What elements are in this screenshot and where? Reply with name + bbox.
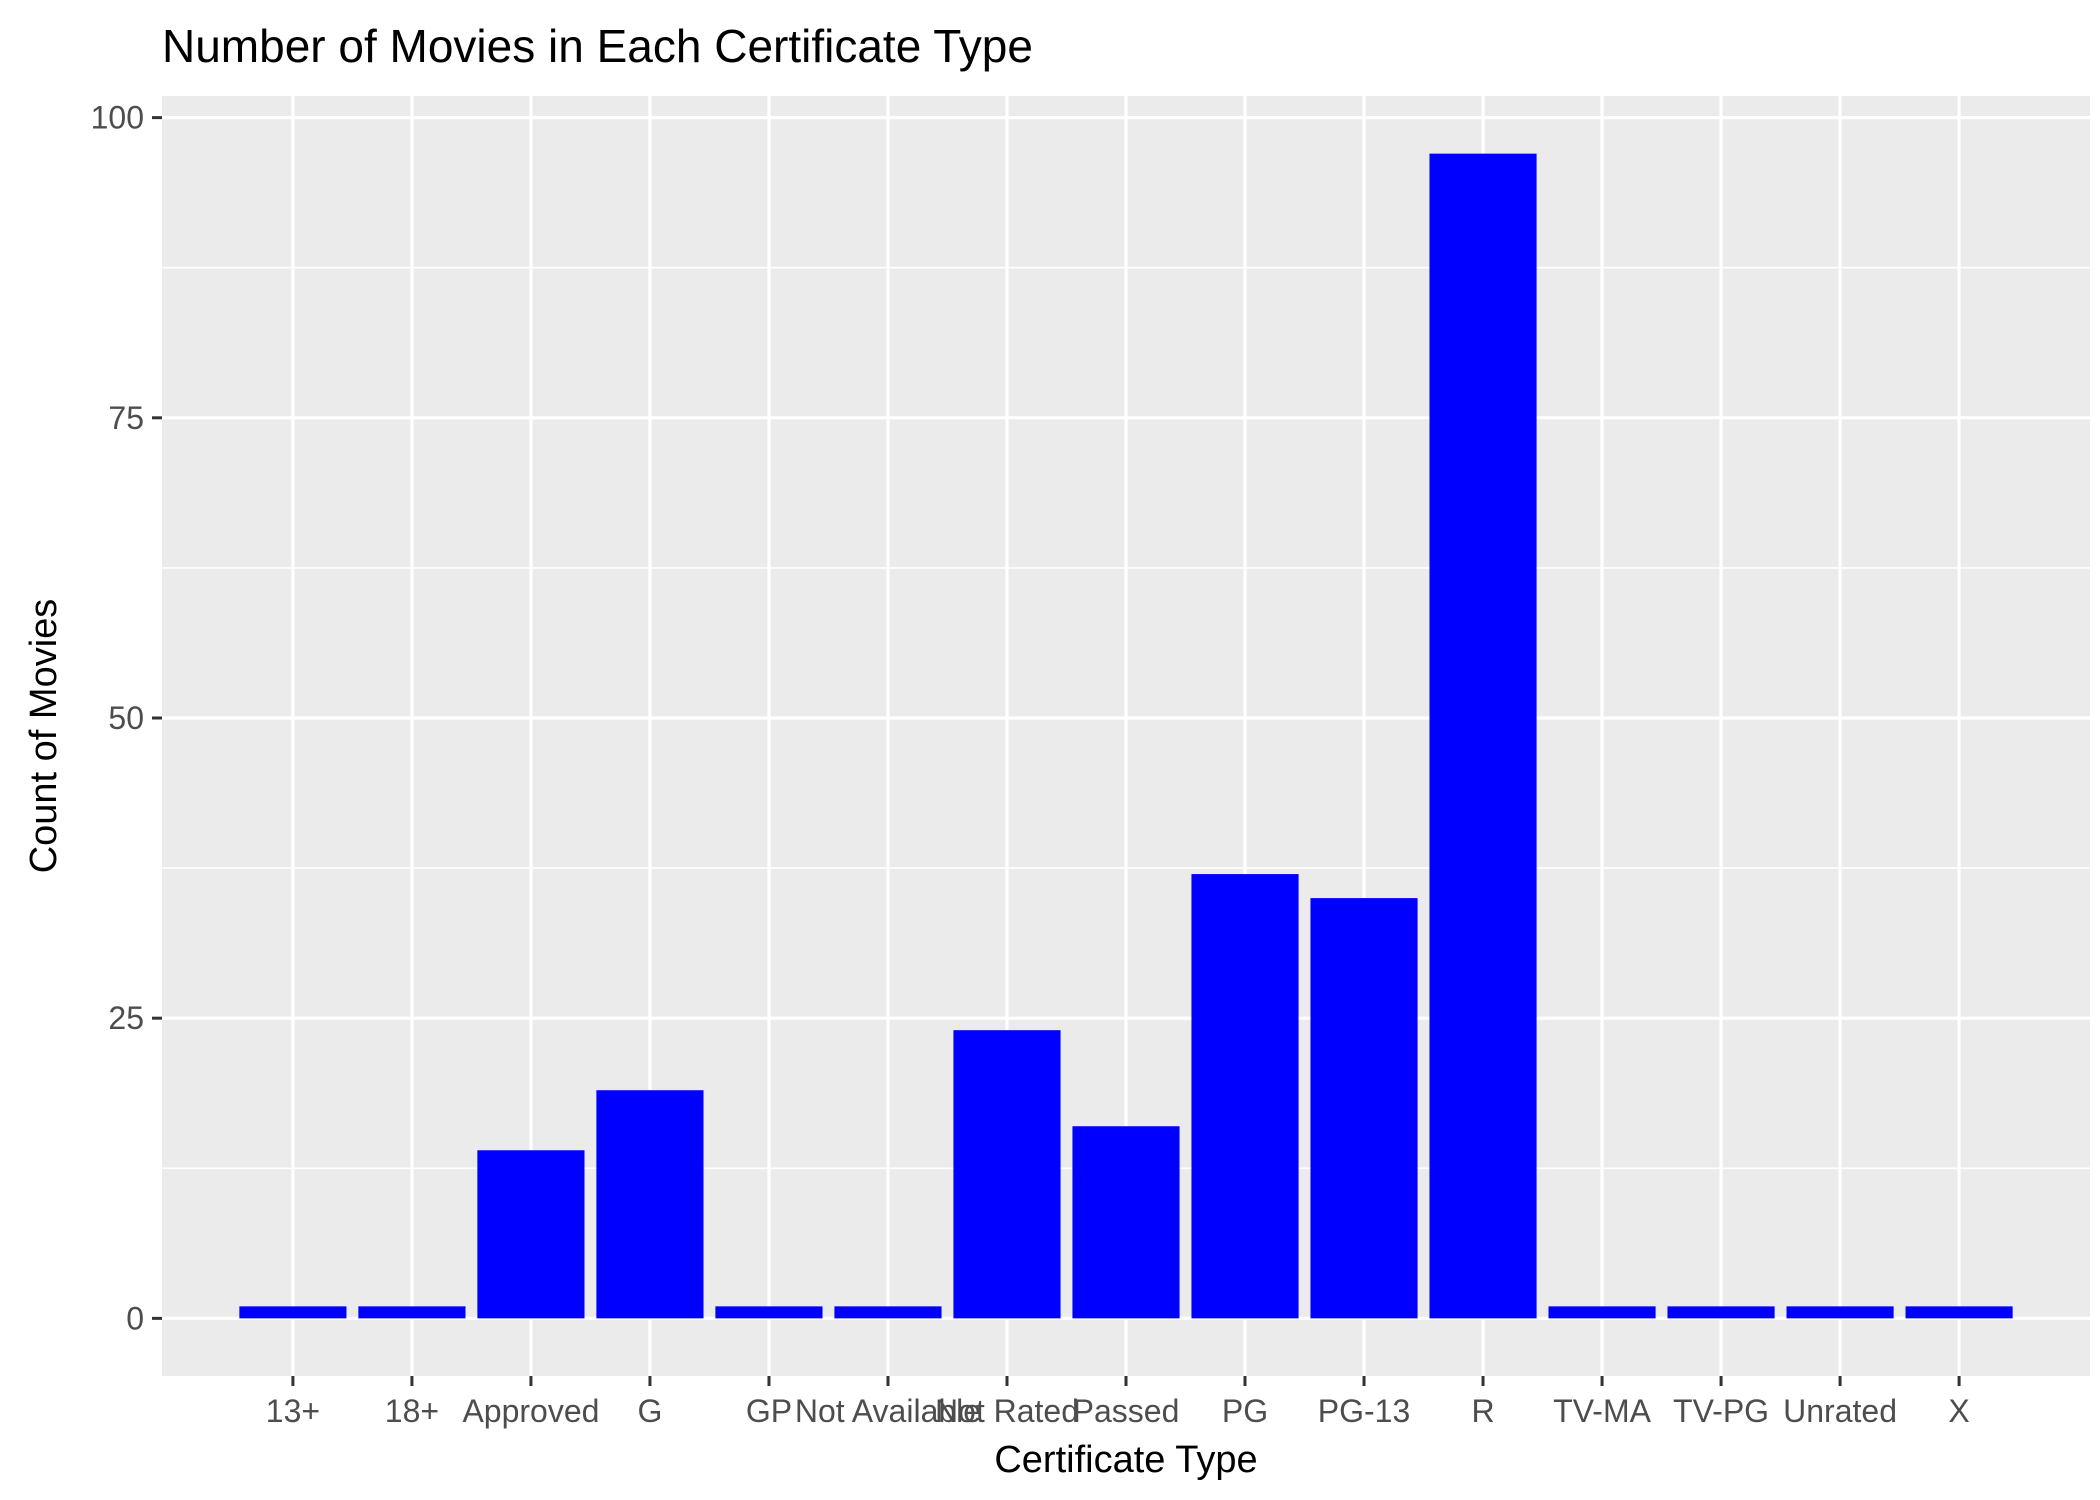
bars — [239, 153, 2013, 1319]
x-tick-label: Not Available — [795, 1393, 981, 1429]
x-tick-label: Passed — [1073, 1393, 1180, 1429]
x-axis-title: Certificate Type — [994, 1439, 1257, 1481]
bar — [596, 1090, 704, 1319]
x-tick-label: TV-PG — [1673, 1393, 1769, 1429]
bar — [1191, 874, 1299, 1319]
x-tick-label: R — [1471, 1393, 1494, 1429]
x-tick-label: 13+ — [266, 1393, 320, 1429]
x-tick-label: GP — [746, 1393, 792, 1429]
x-tick-label: X — [1948, 1393, 1969, 1429]
x-tick-label: G — [638, 1393, 663, 1429]
x-tick-label: TV-MA — [1553, 1393, 1651, 1429]
x-tick-label: 18+ — [385, 1393, 439, 1429]
bar — [1786, 1306, 1894, 1319]
x-tick-label: PG — [1222, 1393, 1268, 1429]
y-tick-label: 0 — [126, 1300, 144, 1336]
y-axis-title: Count of Movies — [23, 599, 65, 874]
x-tick-label: Approved — [462, 1393, 599, 1429]
bar — [1905, 1306, 2013, 1319]
x-tick-label: Not Rated — [935, 1393, 1079, 1429]
x-tick-label: PG-13 — [1318, 1393, 1410, 1429]
y-tick-label: 75 — [108, 400, 144, 436]
x-tick-label: Unrated — [1783, 1393, 1897, 1429]
y-tick-label: 100 — [91, 100, 144, 136]
bar — [715, 1306, 823, 1319]
y-tick-label: 50 — [108, 700, 144, 736]
bar — [1667, 1306, 1775, 1319]
chart-title: Number of Movies in Each Certificate Typ… — [162, 20, 1033, 72]
bar — [1310, 898, 1418, 1319]
bar — [1429, 153, 1537, 1319]
y-tick-label: 25 — [108, 1000, 144, 1036]
bar — [239, 1306, 347, 1319]
bar — [358, 1306, 466, 1319]
bar — [834, 1306, 942, 1319]
bar — [953, 1030, 1061, 1319]
y-axis: 0 25 50 75 100 — [91, 100, 162, 1336]
bar — [477, 1150, 585, 1319]
bar — [1548, 1306, 1656, 1319]
bar — [1072, 1126, 1180, 1319]
